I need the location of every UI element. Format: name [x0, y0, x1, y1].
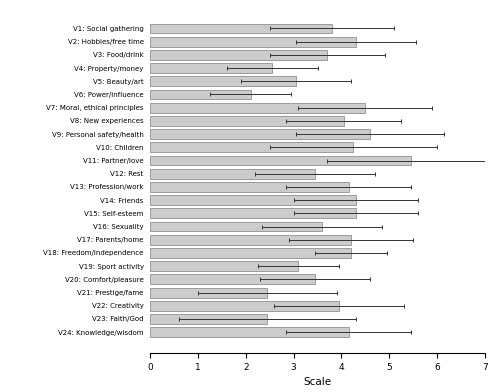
- Bar: [150, 221, 322, 232]
- Bar: [150, 261, 298, 271]
- Bar: [150, 195, 356, 205]
- Bar: [150, 288, 267, 298]
- Bar: [150, 142, 354, 152]
- Bar: [150, 314, 267, 324]
- Bar: [150, 156, 411, 165]
- Bar: [150, 89, 250, 100]
- Bar: [150, 50, 327, 60]
- Bar: [150, 274, 315, 284]
- X-axis label: Scale: Scale: [304, 377, 332, 387]
- Bar: [150, 209, 356, 218]
- Bar: [150, 63, 272, 73]
- Bar: [150, 248, 351, 258]
- Bar: [150, 182, 348, 192]
- Bar: [150, 116, 344, 126]
- Bar: [150, 37, 356, 47]
- Bar: [150, 129, 370, 139]
- Bar: [150, 301, 339, 311]
- Bar: [150, 327, 348, 337]
- Bar: [150, 103, 366, 113]
- Bar: [150, 24, 332, 33]
- Bar: [150, 169, 315, 179]
- Bar: [150, 235, 351, 245]
- Bar: [150, 76, 296, 86]
